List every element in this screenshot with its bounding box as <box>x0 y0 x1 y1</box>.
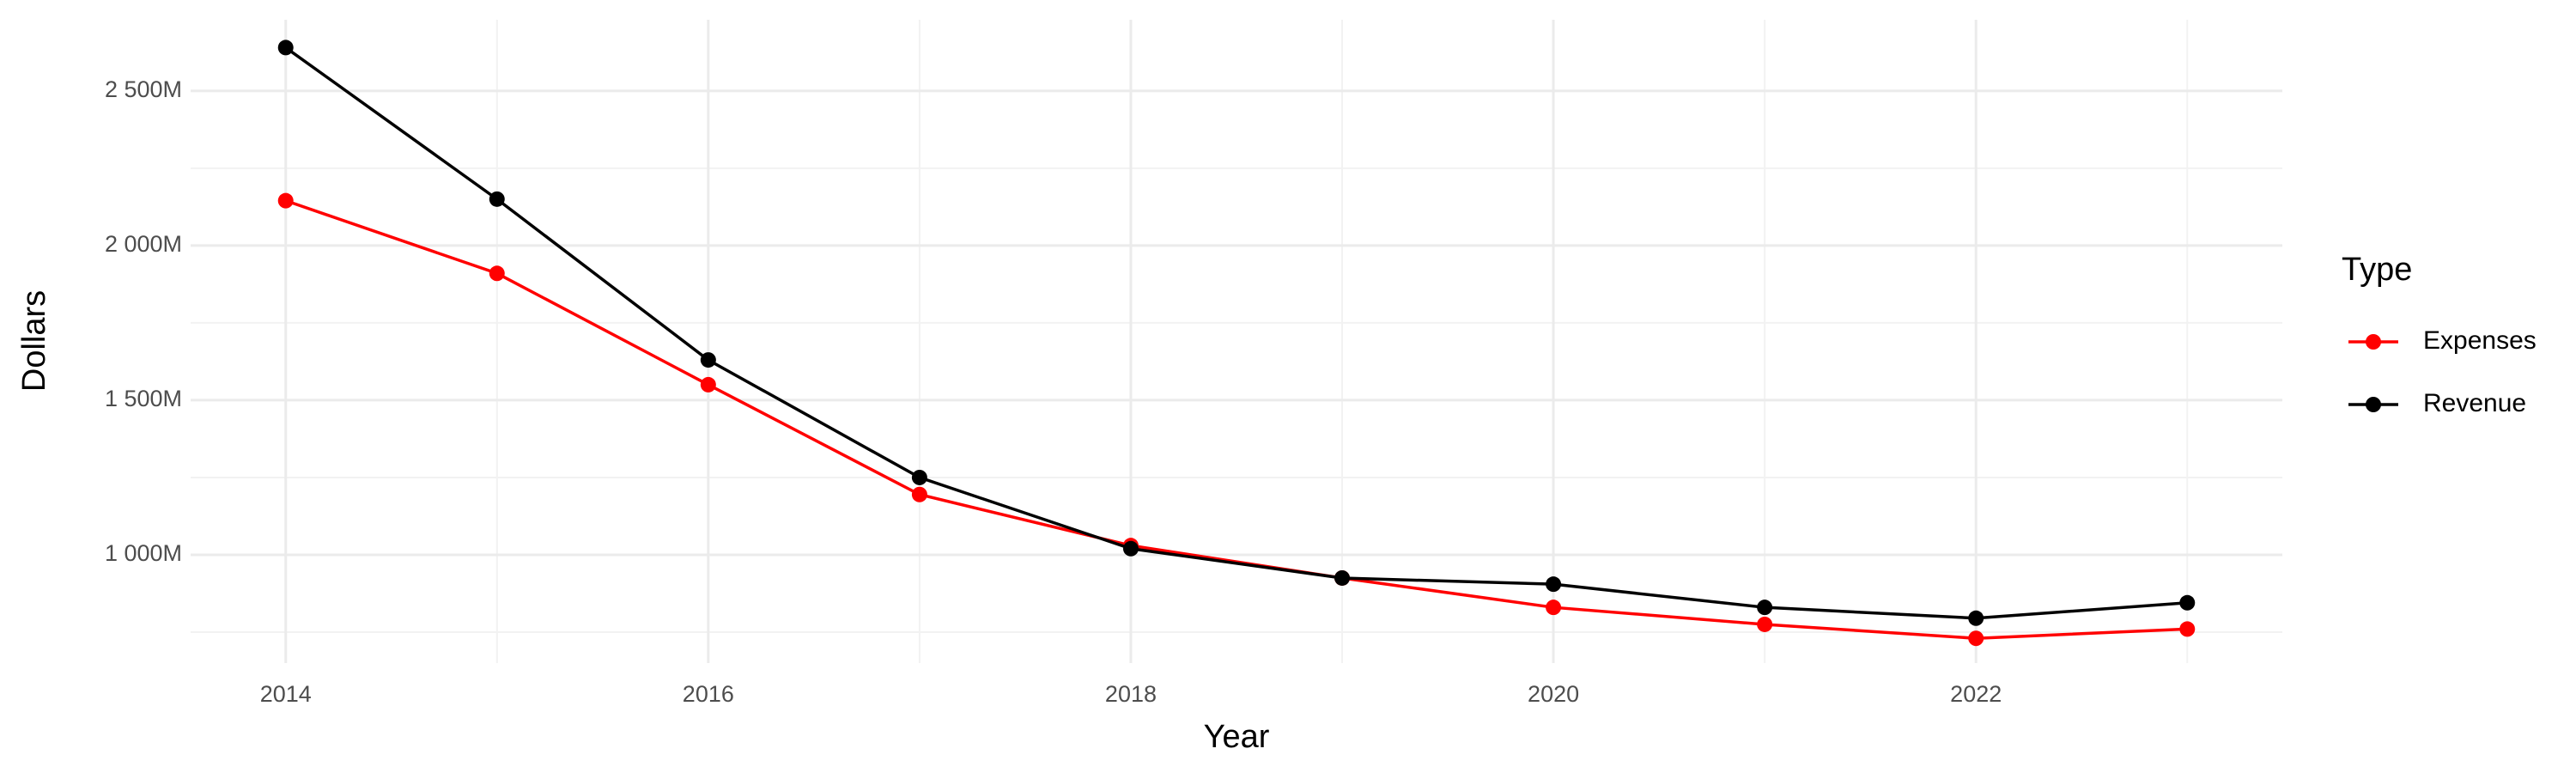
x-tick-label: 2022 <box>1950 681 2002 707</box>
legend-key-point <box>2366 334 2381 350</box>
x-axis-title: Year <box>1204 719 1270 755</box>
data-point <box>1757 616 1773 632</box>
y-tick-label: 1 000M <box>105 540 182 566</box>
data-point <box>911 486 927 502</box>
data-point <box>1546 600 1562 616</box>
data-point <box>2179 594 2196 611</box>
grid <box>191 20 2282 663</box>
data-point <box>911 469 927 485</box>
data-point <box>1757 600 1773 616</box>
data-point <box>2179 621 2196 637</box>
y-tick-label: 2 000M <box>105 231 182 257</box>
data-point <box>1334 569 1351 586</box>
y-axis-title: Dollars <box>16 290 52 392</box>
data-point <box>1122 540 1139 557</box>
x-tick-label: 2018 <box>1105 681 1157 707</box>
data-point <box>277 40 294 56</box>
legend-label: Revenue <box>2423 389 2526 417</box>
data-point <box>277 192 294 209</box>
data-point <box>489 191 505 207</box>
x-tick-label: 2020 <box>1528 681 1579 707</box>
data-point <box>700 376 716 393</box>
x-tick-label: 2016 <box>683 681 734 707</box>
y-tick-label: 1 500M <box>105 386 182 411</box>
data-point <box>1968 610 1984 626</box>
data-point <box>1968 630 1984 647</box>
series-line <box>285 199 2188 640</box>
legend-label: Expenses <box>2423 326 2537 355</box>
data-point <box>489 265 505 282</box>
x-tick-label: 2014 <box>260 681 312 707</box>
series-line <box>284 46 2188 620</box>
legend-key-point <box>2366 397 2381 412</box>
data-point <box>700 352 716 368</box>
y-tick-label: 2 500M <box>105 76 182 102</box>
data-point <box>1546 576 1562 593</box>
legend-title: Type <box>2342 252 2412 288</box>
